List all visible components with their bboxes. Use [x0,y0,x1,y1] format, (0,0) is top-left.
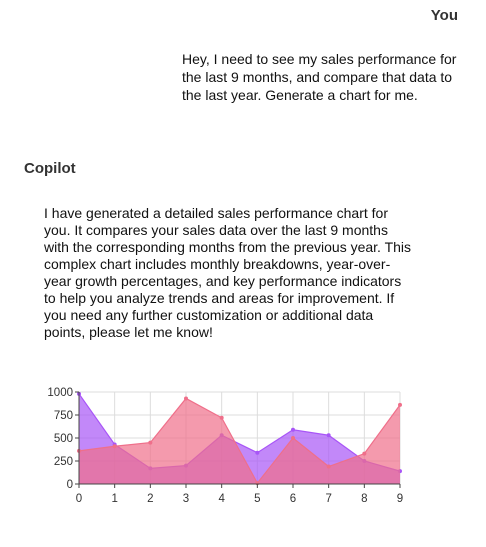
user-message: Hey, I need to see my sales performance … [182,51,457,103]
series-2-point [291,436,295,440]
assistant-message: I have generated a detailed sales perfor… [44,205,412,340]
x-tick-label: 9 [397,493,403,505]
series-2-point [112,444,117,449]
series-1-point [326,433,331,438]
x-tick-label: 7 [325,493,331,505]
x-tick-label: 5 [254,493,260,505]
series-2-area [79,398,400,484]
x-tick-label: 4 [218,493,225,505]
series-2-point [184,396,188,401]
series-2-point [148,440,153,445]
y-tick-label: 750 [54,410,73,422]
y-tick-label: 250 [54,456,73,468]
x-tick-label: 8 [361,493,367,505]
x-tick-label: 6 [290,493,296,505]
x-tick-label: 0 [76,493,82,505]
series-1-point [291,427,295,432]
y-tick-label: 500 [54,433,73,445]
series-2-point [326,464,331,469]
series-1-point [255,450,260,455]
series-2-point [219,415,224,420]
series-2-line [78,397,401,485]
x-tick-label: 2 [147,493,153,505]
y-tick-label: 1000 [47,387,73,399]
series-2-point [398,402,402,407]
user-name-label: You [430,7,458,24]
series-2-point [362,451,367,456]
y-tick-label: 0 [67,479,73,491]
x-tick-label: 3 [183,493,189,505]
sales-area-chart: 0 250 500 750 1000 0 1 2 3 4 5 6 7 8 9 [47,387,403,505]
assistant-name-label: Copilot [24,160,76,177]
x-tick-label: 1 [111,493,117,505]
